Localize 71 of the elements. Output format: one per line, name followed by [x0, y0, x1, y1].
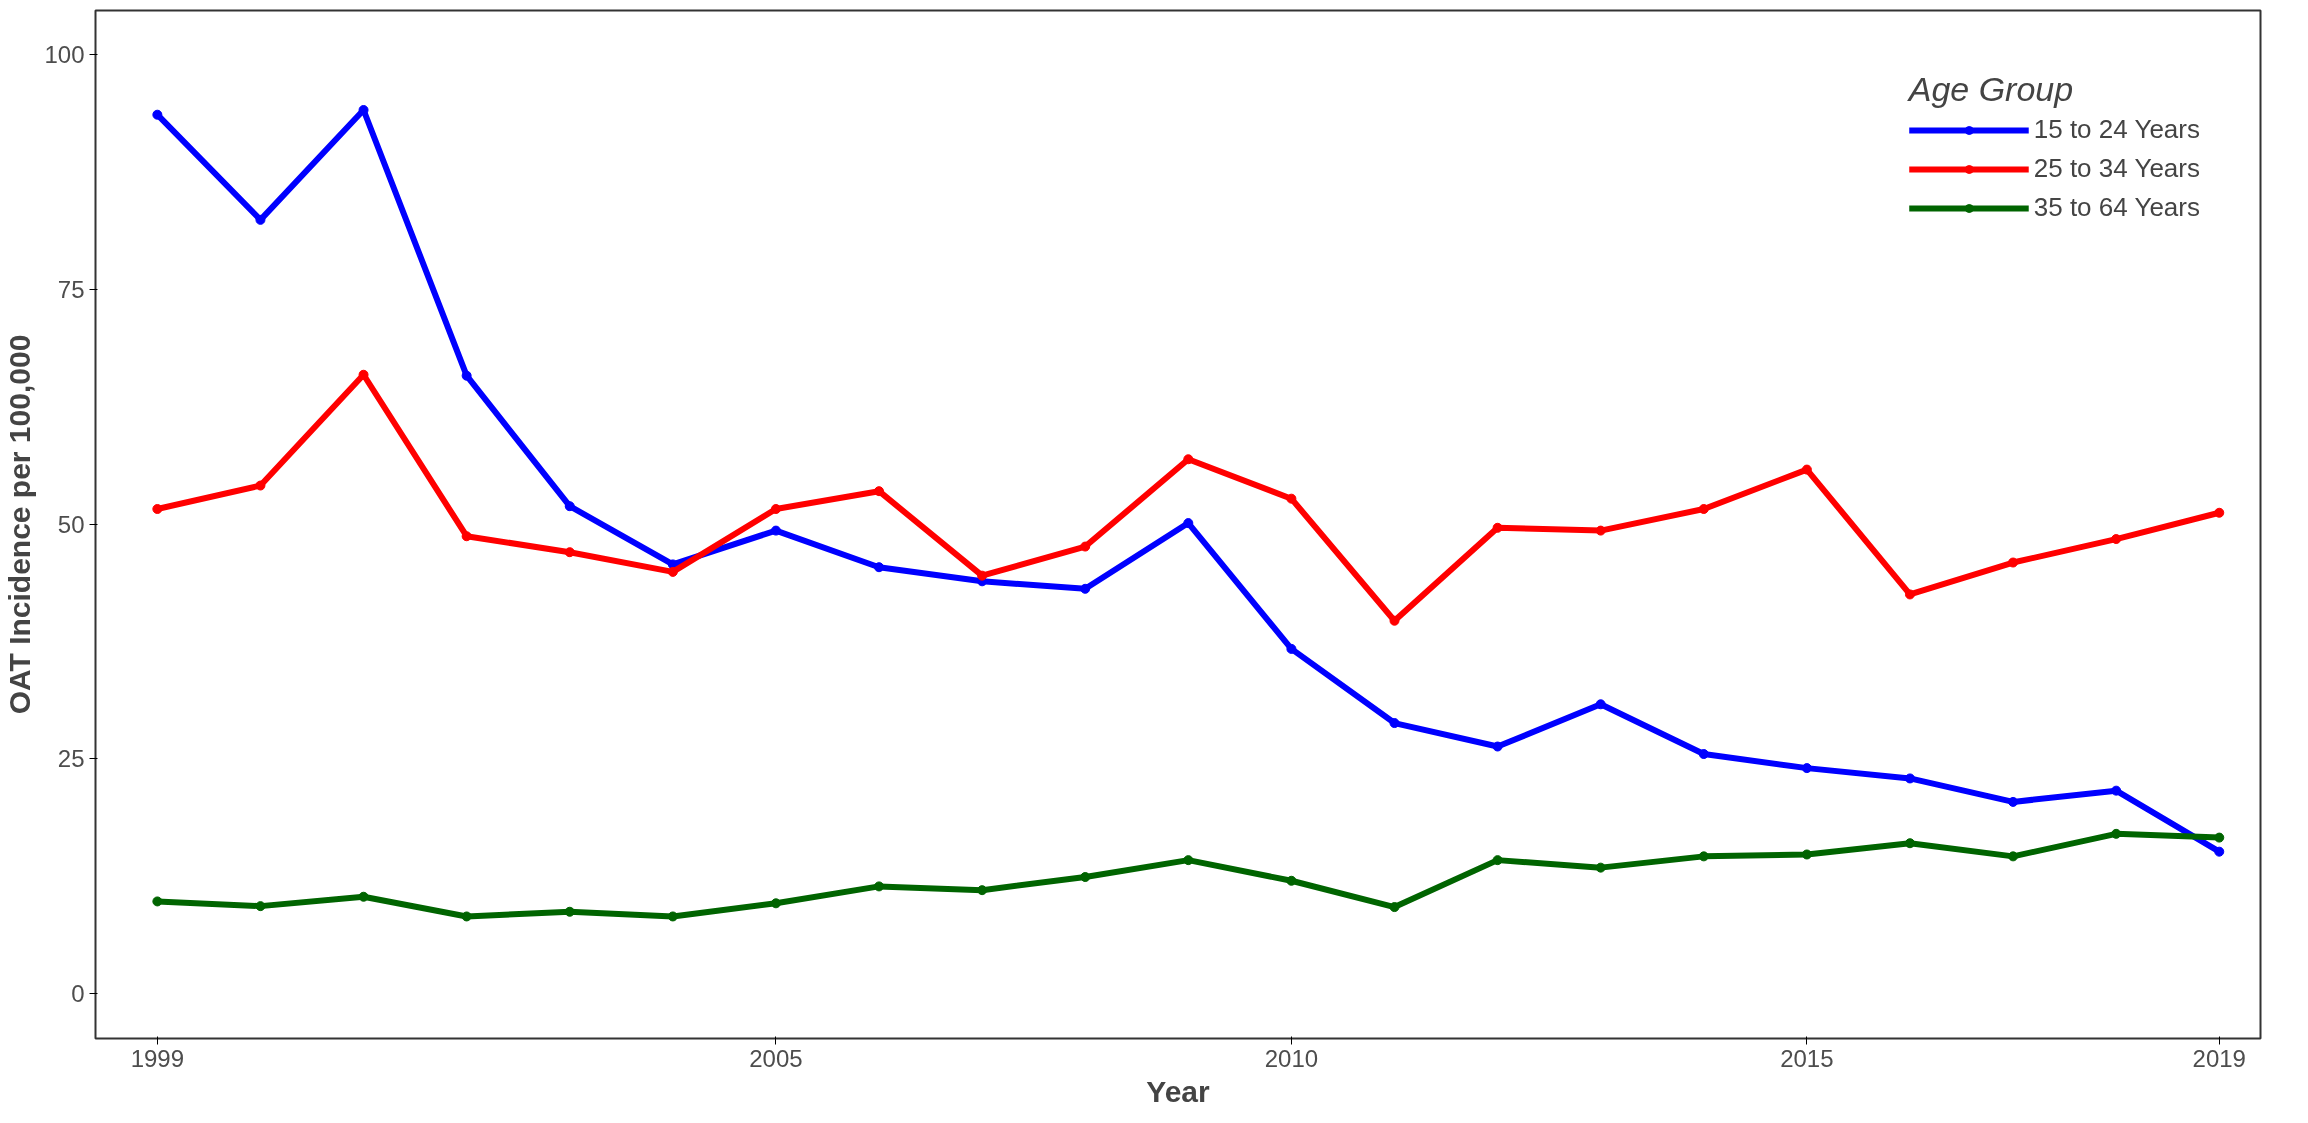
point	[255, 901, 266, 912]
point	[1080, 583, 1091, 594]
point	[461, 911, 472, 922]
point	[1389, 902, 1400, 913]
point	[1183, 855, 1194, 866]
legend-label: 25 to 34 Years	[2033, 153, 2200, 184]
point	[1595, 699, 1606, 710]
point	[564, 501, 575, 512]
point	[1389, 615, 1400, 626]
point	[1595, 862, 1606, 873]
y-axis-title: OAT Incidence per 100,000	[3, 334, 37, 715]
point	[667, 911, 678, 922]
point	[1389, 718, 1400, 729]
point	[1080, 541, 1091, 552]
point	[2008, 796, 2019, 807]
y-tick-label: 0	[71, 979, 85, 1007]
point	[1183, 454, 1194, 465]
point	[2214, 846, 2225, 857]
y-tick-label: 50	[57, 510, 85, 538]
point	[255, 480, 266, 491]
point	[1801, 763, 1812, 774]
point	[152, 504, 163, 514]
point	[1286, 493, 1297, 504]
legend-label: 15 to 24 Years	[2033, 114, 2200, 145]
point	[152, 896, 163, 907]
point	[1492, 522, 1503, 533]
point	[2111, 785, 2122, 796]
point	[667, 566, 678, 577]
point	[770, 504, 781, 514]
x-axis-title: Year	[1146, 1074, 1211, 1108]
point	[461, 370, 472, 381]
point	[977, 570, 988, 581]
point	[152, 109, 163, 120]
point	[1492, 741, 1503, 752]
point	[1286, 875, 1297, 886]
x-tick-label: 2019	[2192, 1044, 2246, 1072]
point	[358, 369, 369, 380]
point	[1080, 872, 1091, 883]
x-tick-label: 2010	[1264, 1044, 1319, 1072]
y-tick-label: 75	[57, 275, 85, 303]
legend-label: 35 to 64 Years	[2033, 192, 2200, 223]
point	[2111, 534, 2122, 545]
point	[1801, 849, 1812, 860]
point	[770, 525, 781, 536]
point	[461, 531, 472, 542]
legend-title: Age Group	[1908, 70, 2075, 109]
y-tick-label: 100	[44, 41, 85, 69]
point	[1698, 504, 1709, 514]
x-tick-label: 2005	[749, 1044, 803, 1072]
point	[1595, 525, 1606, 536]
point	[977, 885, 988, 896]
point	[2008, 851, 2019, 862]
y-tick-label: 25	[57, 745, 85, 773]
point	[2214, 832, 2225, 843]
point	[1286, 643, 1297, 654]
point	[1183, 518, 1194, 529]
point	[2008, 557, 2019, 568]
point	[874, 881, 885, 892]
point	[1698, 851, 1709, 862]
point	[1801, 464, 1812, 475]
point	[358, 891, 369, 902]
point	[2214, 507, 2225, 518]
point	[564, 547, 575, 558]
x-tick-label: 1999	[130, 1044, 185, 1072]
x-tick-label: 2015	[1780, 1044, 1834, 1072]
point	[1904, 838, 1915, 849]
point	[1492, 855, 1503, 866]
point	[874, 486, 885, 497]
point	[255, 214, 266, 225]
point	[1904, 589, 1915, 600]
point	[1698, 749, 1709, 760]
